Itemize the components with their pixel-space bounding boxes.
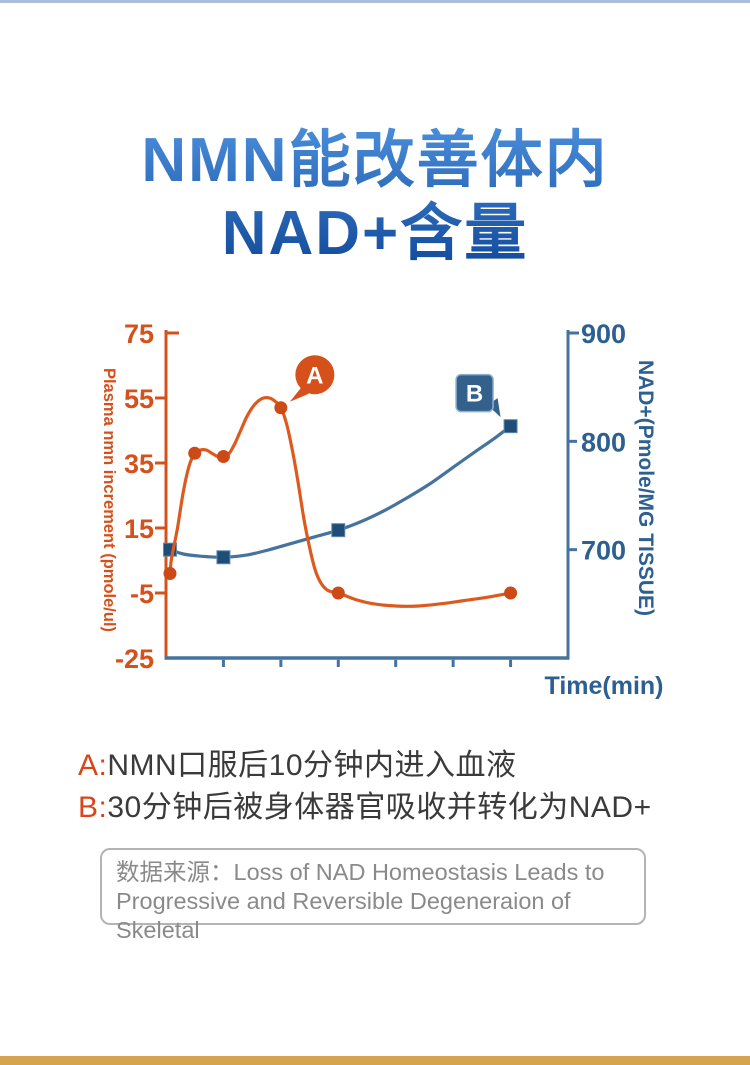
caption-b: B:30分钟后被身体器官吸收并转化为NAD+ (78, 782, 652, 826)
right-axis-title: NAD+(Pmole/MG TISSUE) (634, 360, 657, 616)
left-tick-label: 55 (124, 384, 154, 414)
right-tick-label: 900 (581, 319, 626, 349)
left-tick-label: 35 (124, 449, 154, 479)
left-tick-label: 75 (124, 319, 154, 349)
caption-a: A:NMN口服后10分钟内进入血液 (78, 740, 517, 784)
plasma-nmn-increment-marker (216, 450, 230, 463)
page-title-line-1: NMN能改善体内 (141, 125, 609, 195)
nad-plus-marker (503, 419, 518, 434)
data-source-line-1: Loss of NAD Homeostasis Leads to (233, 859, 605, 885)
left-tick-label: -5 (130, 579, 154, 609)
left-axis-title: Plasma nmn increment (pmole/ul) (100, 368, 118, 632)
right-tick-label: 700 (581, 536, 626, 566)
caption-a-text: NMN口服后10分钟内进入血液 (107, 749, 517, 782)
x-axis-title: Time(min) (545, 672, 664, 700)
nad-plus-line (168, 424, 513, 559)
nad-plus-marker (331, 523, 346, 538)
annotation-a-label: A (306, 362, 323, 389)
caption-a-prefix: A: (78, 749, 108, 782)
left-axis: 75 55 35 15 -5 -25 Plasma nmn increment (pmole… (100, 319, 179, 674)
plasma-nmn-increment-marker (188, 446, 202, 460)
right-tick-label: 800 (581, 427, 626, 457)
caption-b-prefix: B: (78, 791, 108, 824)
plasma-nmn-increment-marker (331, 586, 345, 600)
caption-b-text: 30分钟后被身体器官吸收并转化为NAD+ (107, 791, 652, 824)
left-tick-label: 15 (124, 514, 154, 544)
annotation-b-label: B (466, 381, 483, 408)
top-divider (0, 0, 750, 3)
annotation-a-bubble: A (289, 355, 335, 402)
nad-chart: 75 55 35 15 -5 -25 Plasma nmn increment (pmole… (0, 300, 750, 700)
series-plasma-nmn-increment (163, 396, 518, 608)
data-source-line-2: Progressive and Reversible Degeneraion o… (116, 888, 571, 943)
annotation-b-bubble: B (455, 373, 501, 418)
page-title-line-2: NAD+含量 (221, 198, 529, 268)
data-source-box: 数据来源：Loss of NAD Homeostasis Leads to Pr… (100, 848, 646, 943)
right-axis: 900 800 700 NAD+(Pmole/MG TISSUE) (566, 319, 657, 660)
data-source-label: 数据来源： (116, 859, 234, 885)
bottom-divider (0, 1056, 750, 1065)
chart-canvas: 75 55 35 15 -5 -25 Plasma nmn increment (pmole… (100, 319, 664, 700)
plasma-nmn-increment-line (168, 396, 513, 608)
series-nad-plus (163, 419, 518, 565)
page-title: NMN能改善体内 NAD+含量 (0, 124, 750, 270)
left-tick-label: -25 (115, 644, 154, 674)
plasma-nmn-increment-marker (504, 586, 518, 600)
x-axis: Time(min) (164, 656, 664, 700)
plasma-nmn-increment-marker (163, 567, 177, 580)
nad-plus-marker (216, 550, 231, 565)
plasma-nmn-increment-marker (274, 401, 288, 415)
